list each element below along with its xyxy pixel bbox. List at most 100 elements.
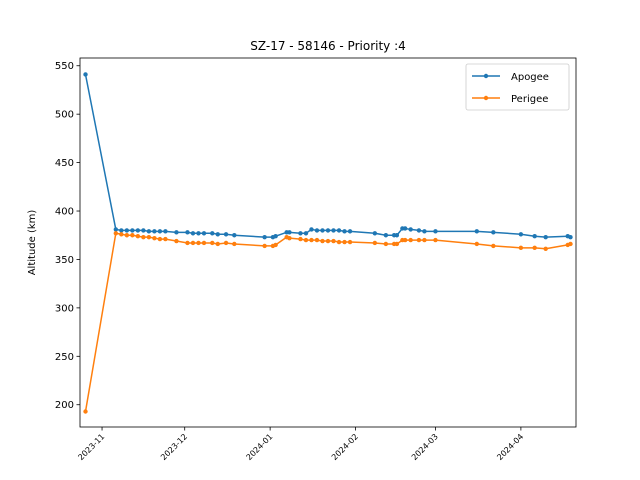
apogee-point [402, 226, 408, 231]
apogee-point [518, 232, 524, 237]
y-axis: 200 250 300 350 400 450 500 550 [55, 61, 80, 411]
y-tick-label: 550 [55, 61, 74, 72]
apogee-point [130, 228, 135, 233]
perigee-line [84, 232, 571, 412]
apogee-point [331, 228, 336, 233]
apogee-point [342, 229, 347, 234]
y-tick-label: 300 [55, 303, 74, 314]
apogee-point [141, 228, 146, 233]
perigee-point [336, 239, 342, 245]
apogee-point [210, 231, 215, 236]
perigee-point [325, 238, 331, 244]
perigee-point [152, 235, 157, 241]
y-axis-label: Altitude (km) [27, 210, 38, 276]
apogee-point [273, 234, 278, 239]
perigee-point [210, 240, 215, 246]
perigee-point [394, 241, 400, 247]
apogee-point [408, 227, 413, 232]
perigee-point [309, 237, 314, 243]
perigee-point [273, 242, 278, 248]
perigee-point [402, 237, 408, 243]
perigee-point [303, 237, 309, 243]
apogee-point [113, 227, 119, 232]
perigee-point [201, 240, 207, 246]
perigee-point [232, 241, 237, 247]
perigee-point [491, 243, 496, 249]
apogee-point [157, 229, 163, 234]
apogee-line [84, 74, 571, 238]
apogee-point [223, 232, 229, 237]
perigee-point [174, 238, 179, 244]
series-layer [83, 72, 573, 414]
apogee-point [190, 231, 196, 236]
legend-apogee-marker [483, 73, 489, 79]
perigee-point [298, 236, 303, 242]
perigee-point [157, 236, 163, 242]
y-tick-label: 250 [55, 352, 74, 363]
perigee-point [433, 237, 438, 243]
perigee-point [190, 240, 196, 246]
perigee-point [331, 238, 336, 244]
perigee-point [262, 243, 267, 249]
apogee-point [185, 230, 190, 235]
perigee-point [416, 237, 422, 243]
y-tick-label: 400 [55, 207, 74, 218]
apogee-point [196, 231, 201, 236]
apogee-point [303, 231, 309, 236]
apogee-point [422, 229, 427, 234]
apogee-point [416, 228, 422, 233]
apogee-point [314, 228, 320, 233]
perigee-point [119, 232, 124, 237]
legend-perigee-marker [483, 95, 489, 101]
perigee-point [141, 234, 146, 240]
perigee-point [135, 234, 141, 239]
apogee-point [320, 228, 325, 233]
x-tick-label: 2023-12 [159, 432, 189, 462]
apogee-point [146, 229, 152, 234]
apogee-point [135, 228, 141, 233]
apogee-point [174, 230, 179, 235]
x-tick-label: 2024-01 [245, 432, 275, 462]
perigee-point [518, 245, 524, 251]
perigee-point [342, 239, 347, 245]
y-tick-label: 500 [55, 110, 74, 121]
apogee-point [201, 231, 207, 236]
perigee-point [347, 239, 353, 245]
perigee-point [372, 240, 378, 246]
legend-apogee-label: Apogee [511, 72, 549, 83]
x-tick-label: 2024-03 [410, 432, 440, 462]
apogee-point [543, 234, 548, 240]
apogee-point [336, 228, 342, 233]
apogee-point [383, 233, 389, 238]
perigee-point [113, 231, 119, 236]
y-tick-label: 200 [55, 400, 74, 411]
apogee-point [568, 234, 573, 240]
perigee-point [568, 241, 573, 247]
perigee-point [474, 241, 479, 247]
y-tick-label: 450 [55, 158, 74, 169]
apogee-point [491, 230, 496, 235]
apogee-point [372, 231, 378, 236]
apogee-point [287, 230, 292, 235]
perigee-point [422, 237, 427, 243]
perigee-point [320, 238, 325, 244]
perigee-point [124, 233, 130, 238]
apogee-point [83, 72, 88, 77]
perigee-point [314, 237, 320, 243]
x-tick-label: 2024-02 [330, 432, 360, 462]
perigee-point [130, 233, 135, 238]
x-tick-label: 2024-04 [495, 432, 525, 462]
apogee-point [433, 229, 438, 234]
apogee-point [119, 228, 124, 233]
apogee-point [309, 227, 314, 232]
perigee-point [185, 240, 190, 246]
apogee-point [347, 229, 353, 234]
perigee-point [383, 241, 389, 247]
perigee-point [532, 245, 537, 251]
apogee-point [262, 234, 267, 240]
apogee-point [215, 232, 220, 237]
perigee-point [83, 409, 88, 414]
apogee-point [152, 229, 157, 234]
perigee-point [287, 235, 292, 241]
